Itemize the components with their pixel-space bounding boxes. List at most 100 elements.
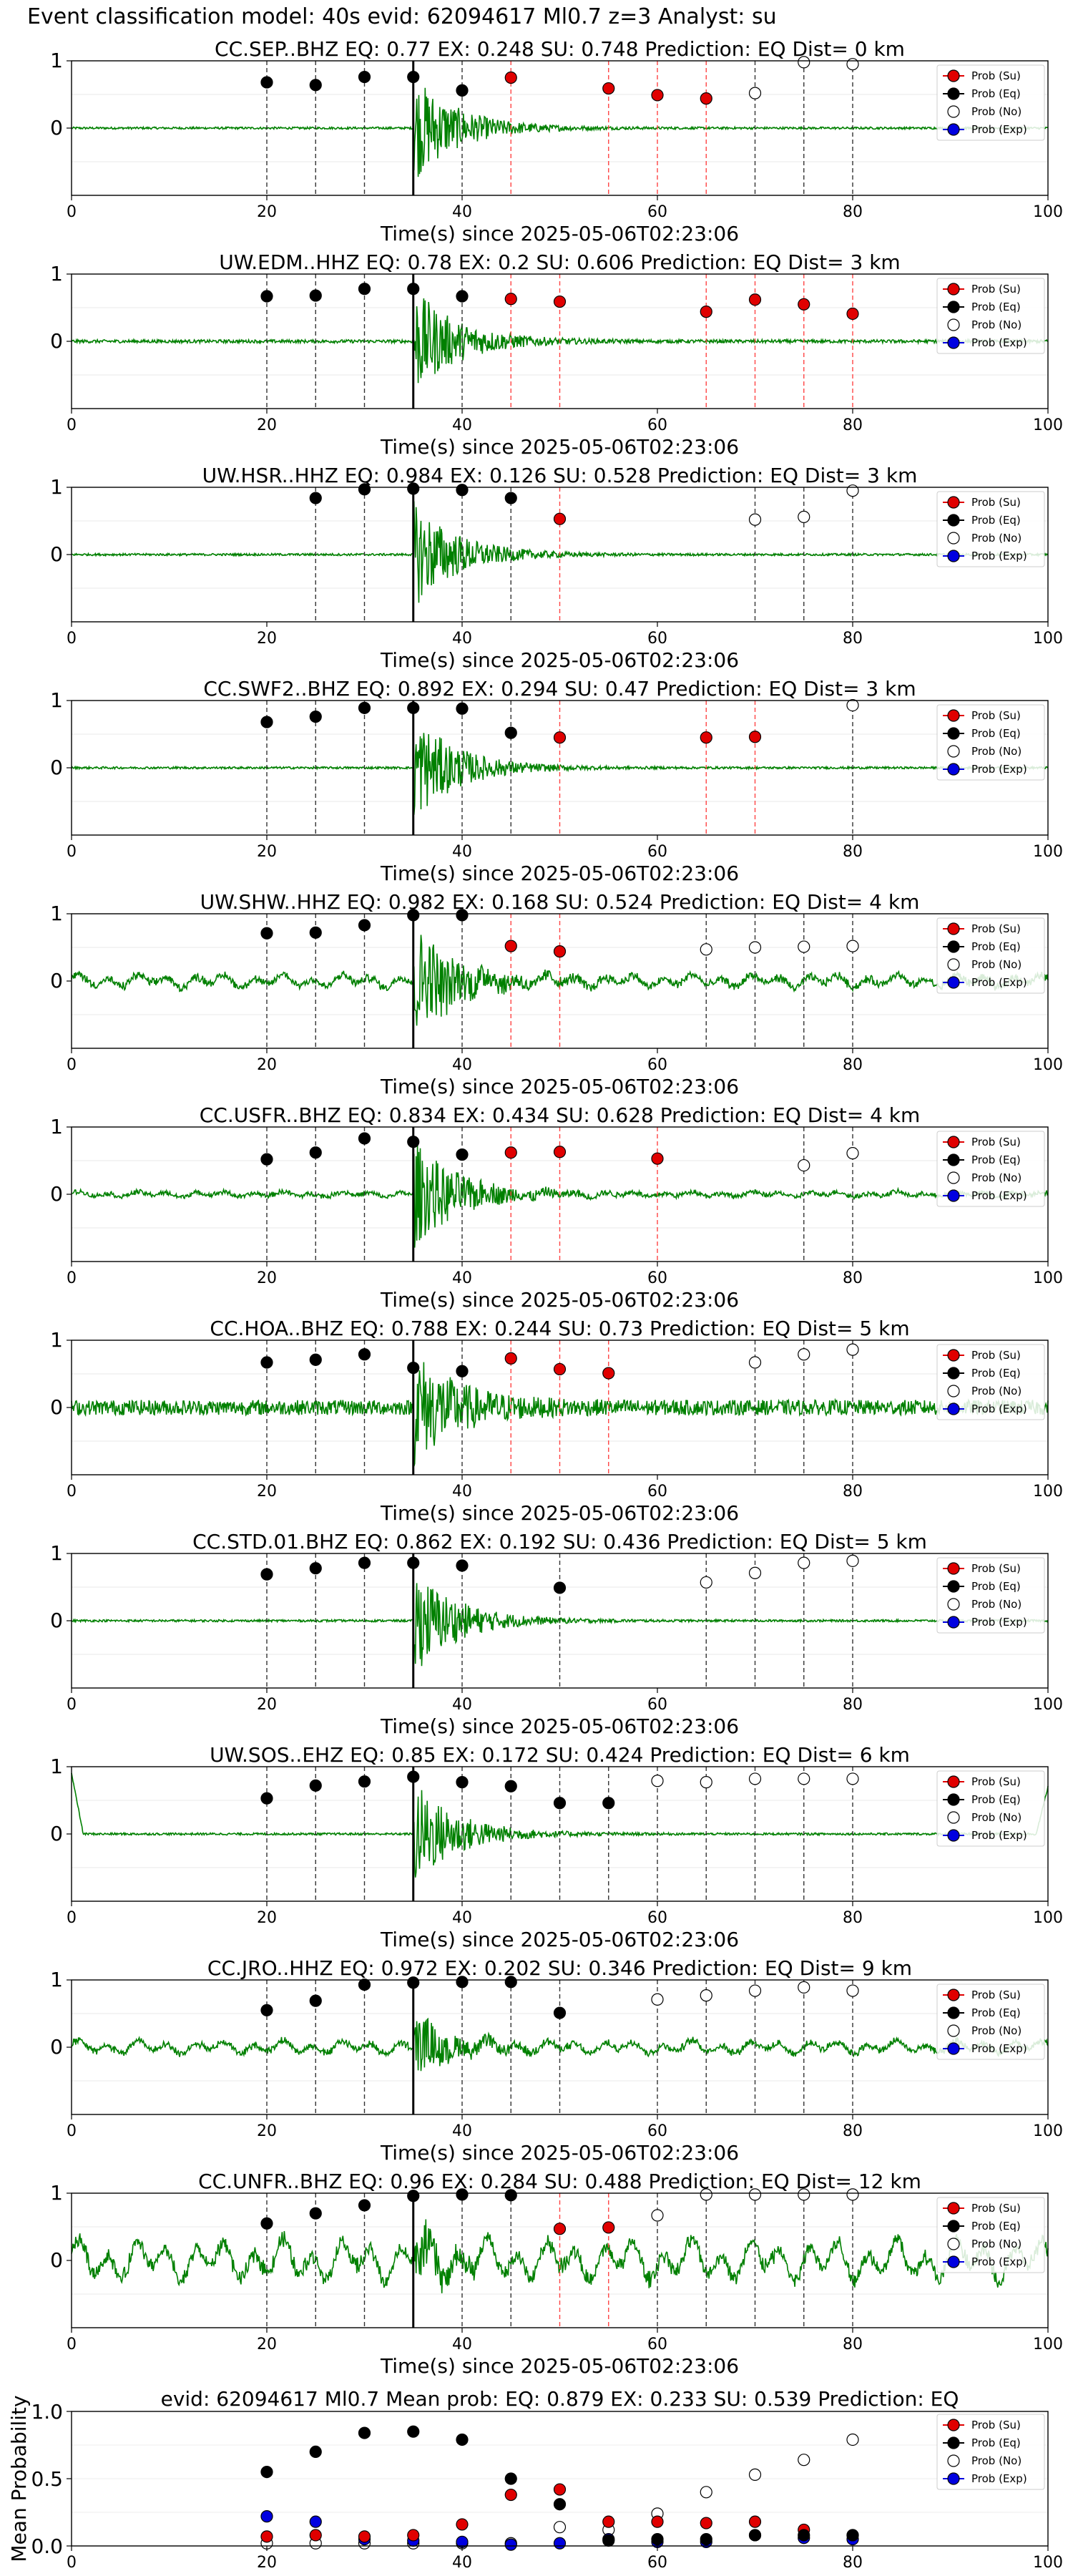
legend-label: Prob (Exp) xyxy=(971,2255,1027,2268)
x-tick-label: 20 xyxy=(257,843,277,861)
prob-point-eq xyxy=(407,482,420,495)
x-tick-label: 80 xyxy=(843,2554,863,2572)
x-axis-label: Time(s) since 2025-05-06T02:23:06 xyxy=(380,1714,739,1738)
mean-point-su xyxy=(651,2515,664,2528)
legend-marker-exp xyxy=(947,1402,960,1415)
legend-marker-exp xyxy=(947,2042,960,2055)
prob-point-eq xyxy=(504,2189,517,2202)
prob-point-eq xyxy=(260,290,273,303)
legend-label: Prob (No) xyxy=(971,2238,1021,2250)
prob-point-eq xyxy=(456,84,469,97)
seismogram-trace xyxy=(71,935,1049,1026)
legend-label: Prob (Su) xyxy=(971,2419,1021,2431)
y-tick-label: 0 xyxy=(50,1182,63,1206)
prob-point-eq xyxy=(456,1559,469,1572)
y-tick-label: 0 xyxy=(50,1395,63,1419)
prob-point-eq xyxy=(358,1978,371,1991)
x-tick-label: 60 xyxy=(647,1909,667,1927)
prob-point-no xyxy=(700,943,712,956)
legend-label: Prob (Eq) xyxy=(971,1793,1021,1806)
y-tick-label: 1 xyxy=(50,1968,63,1991)
seismogram-trace xyxy=(71,1145,1049,1248)
prob-point-no xyxy=(798,2188,810,2201)
x-tick-label: 40 xyxy=(452,1696,472,1714)
legend-marker-eq xyxy=(947,727,960,740)
x-tick-label: 100 xyxy=(1033,2554,1063,2572)
y-tick-label: 0 xyxy=(50,329,63,353)
y-axis-label: Mean Probability xyxy=(7,2395,31,2562)
legend-box xyxy=(936,1984,1045,2060)
legend-label: Prob (No) xyxy=(971,1811,1021,1824)
y-tick-label: 0 xyxy=(50,116,63,140)
y-tick-label: 1 xyxy=(50,902,63,925)
y-tick-label: 1 xyxy=(50,1328,63,1352)
panel-7: CC.STD.01.BHZ EQ: 0.862 EX: 0.192 SU: 0.… xyxy=(50,1530,1063,1738)
x-axis-label: Time(s) since 2025-05-06T02:23:06 xyxy=(380,1501,739,1525)
legend-box xyxy=(936,704,1045,781)
panel-title: UW.SHW..HHZ EQ: 0.982 EX: 0.168 SU: 0.52… xyxy=(200,890,920,914)
prob-point-eq xyxy=(260,1792,273,1805)
x-tick-label: 100 xyxy=(1033,2122,1063,2140)
prob-point-no xyxy=(846,58,859,71)
prob-point-eq xyxy=(602,1797,615,1810)
prob-point-no xyxy=(748,1566,762,1579)
panel-title: CC.HOA..BHZ EQ: 0.788 EX: 0.244 SU: 0.73… xyxy=(210,1317,909,1340)
figure-suptitle: Event classification model: 40s evid: 62… xyxy=(27,4,777,29)
prob-point-eq xyxy=(358,1775,371,1788)
panel-3: CC.SWF2..BHZ EQ: 0.892 EX: 0.294 SU: 0.4… xyxy=(50,677,1063,885)
x-tick-label: 20 xyxy=(257,1483,277,1501)
prob-point-eq xyxy=(358,1348,371,1361)
prob-point-eq xyxy=(407,70,420,84)
legend-marker-su xyxy=(947,1989,960,2001)
x-tick-label: 100 xyxy=(1033,416,1063,434)
prob-point-eq xyxy=(260,1356,273,1369)
y-tick-label: 0 xyxy=(50,1822,63,1845)
legend-marker-no xyxy=(947,958,960,971)
prob-point-su xyxy=(798,298,810,311)
prob-point-eq xyxy=(407,909,420,922)
x-tick-label: 40 xyxy=(452,843,472,861)
x-tick-label: 0 xyxy=(67,2122,77,2140)
x-tick-label: 100 xyxy=(1033,1696,1063,1714)
legend-label: Prob (Exp) xyxy=(971,550,1027,562)
x-axis-label: Time(s) since 2025-05-06T02:23:06 xyxy=(380,1288,739,1312)
mean-point-exp xyxy=(309,2515,322,2528)
mean-point-eq xyxy=(260,2466,273,2479)
prob-point-eq xyxy=(309,1562,322,1575)
x-tick-label: 20 xyxy=(257,2554,277,2572)
legend-label: Prob (No) xyxy=(971,1171,1021,1184)
prob-point-su xyxy=(748,731,762,743)
prob-point-su xyxy=(504,1146,517,1159)
legend-label: Prob (Exp) xyxy=(971,1616,1027,1629)
x-tick-label: 100 xyxy=(1033,1056,1063,1074)
prob-point-eq xyxy=(553,2006,567,2019)
panel-title: CC.UNFR..BHZ EQ: 0.96 EX: 0.284 SU: 0.48… xyxy=(198,2170,921,2193)
legend-box xyxy=(936,1770,1045,1847)
prob-point-eq xyxy=(456,702,469,715)
y-tick-label: 1.0 xyxy=(31,2400,63,2424)
panel-title: CC.SWF2..BHZ EQ: 0.892 EX: 0.294 SU: 0.4… xyxy=(203,677,916,701)
legend-label: Prob (Exp) xyxy=(971,2472,1027,2485)
x-axis-label: Time(s) since 2025-05-06T02:23:06 xyxy=(380,648,739,672)
x-tick-label: 60 xyxy=(647,203,667,221)
x-tick-label: 80 xyxy=(843,416,863,434)
prob-point-eq xyxy=(260,1153,273,1166)
prob-point-eq xyxy=(456,909,469,922)
mean-point-eq xyxy=(309,2445,322,2458)
prob-point-eq xyxy=(309,710,322,723)
prob-point-no xyxy=(748,1984,762,1997)
legend-label: Prob (Exp) xyxy=(971,2042,1027,2055)
prob-point-no xyxy=(846,1554,859,1567)
prob-point-su xyxy=(553,2223,567,2235)
legend-marker-no xyxy=(947,1171,960,1184)
x-tick-label: 20 xyxy=(257,1696,277,1714)
legend-marker-su xyxy=(947,709,960,722)
prob-point-eq xyxy=(358,2199,371,2212)
mean-prob-panel: evid: 62094617 Ml0.7 Mean prob: EQ: 0.87… xyxy=(7,2387,1063,2572)
legend-marker-eq xyxy=(947,2436,960,2449)
legend-marker-eq xyxy=(947,940,960,953)
x-tick-label: 100 xyxy=(1033,630,1063,648)
prob-point-eq xyxy=(456,290,469,303)
x-tick-label: 0 xyxy=(67,416,77,434)
legend-marker-eq xyxy=(947,2220,960,2233)
